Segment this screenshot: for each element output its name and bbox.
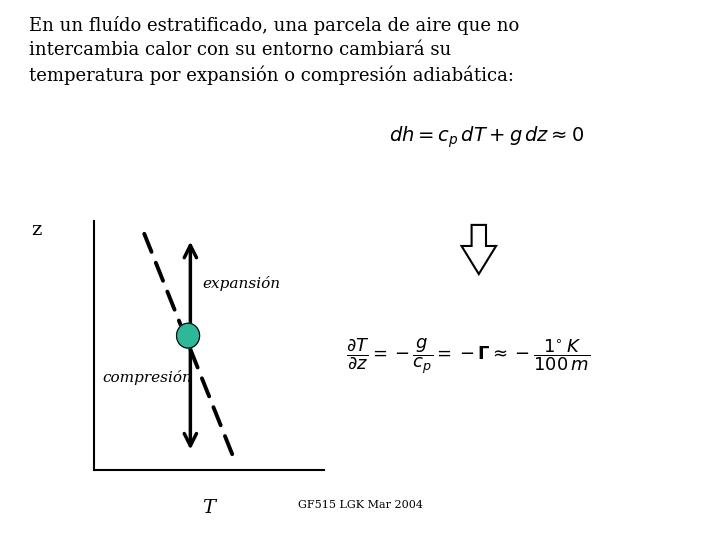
Text: GF515 LGK Mar 2004: GF515 LGK Mar 2004 <box>297 500 423 510</box>
Text: z: z <box>31 221 41 239</box>
Text: compresión: compresión <box>103 370 193 386</box>
FancyArrow shape <box>462 225 496 274</box>
Text: $\dfrac{\partial T}{\partial z} = -\dfrac{g}{c_p} = -\mathbf{\Gamma} \approx -\d: $\dfrac{\partial T}{\partial z} = -\dfra… <box>346 336 590 376</box>
Text: expansión: expansión <box>202 276 280 291</box>
Text: T: T <box>202 498 215 517</box>
Circle shape <box>176 323 199 348</box>
Text: En un fluído estratificado, una parcela de aire que no
intercambia calor con su : En un fluído estratificado, una parcela … <box>29 16 519 84</box>
Text: $dh = c_p\,dT + g\,dz \approx 0$: $dh = c_p\,dT + g\,dz \approx 0$ <box>389 125 584 151</box>
